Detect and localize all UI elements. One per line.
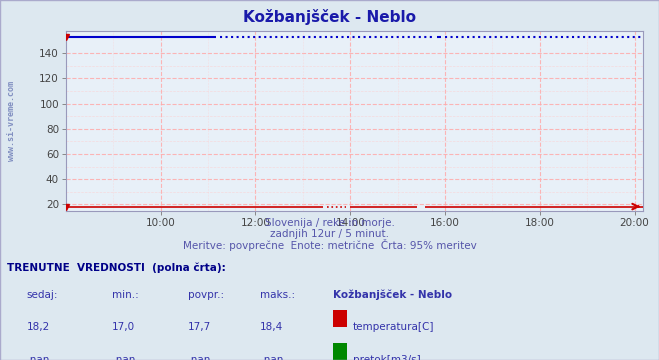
- Text: TRENUTNE  VREDNOSTI  (polna črta):: TRENUTNE VREDNOSTI (polna črta):: [7, 263, 225, 273]
- Text: Slovenija / reke in morje.: Slovenija / reke in morje.: [264, 218, 395, 228]
- Text: Kožbanjšček - Neblo: Kožbanjšček - Neblo: [333, 290, 452, 300]
- Text: maks.:: maks.:: [260, 290, 295, 300]
- Text: min.:: min.:: [112, 290, 139, 300]
- Text: -nan: -nan: [188, 355, 211, 360]
- Text: -nan: -nan: [26, 355, 49, 360]
- Text: povpr.:: povpr.:: [188, 290, 224, 300]
- Text: -nan: -nan: [112, 355, 135, 360]
- Text: 17,7: 17,7: [188, 322, 211, 332]
- Text: temperatura[C]: temperatura[C]: [353, 322, 434, 332]
- Text: sedaj:: sedaj:: [26, 290, 58, 300]
- Text: -nan: -nan: [260, 355, 283, 360]
- Text: 17,0: 17,0: [112, 322, 135, 332]
- Text: 18,2: 18,2: [26, 322, 49, 332]
- Text: Kožbanjšček - Neblo: Kožbanjšček - Neblo: [243, 9, 416, 25]
- Text: zadnjih 12ur / 5 minut.: zadnjih 12ur / 5 minut.: [270, 229, 389, 239]
- Text: 18,4: 18,4: [260, 322, 283, 332]
- Text: Meritve: povprečne  Enote: metrične  Črta: 95% meritev: Meritve: povprečne Enote: metrične Črta:…: [183, 239, 476, 251]
- Text: www.si-vreme.com: www.si-vreme.com: [7, 81, 16, 161]
- Text: pretok[m3/s]: pretok[m3/s]: [353, 355, 420, 360]
